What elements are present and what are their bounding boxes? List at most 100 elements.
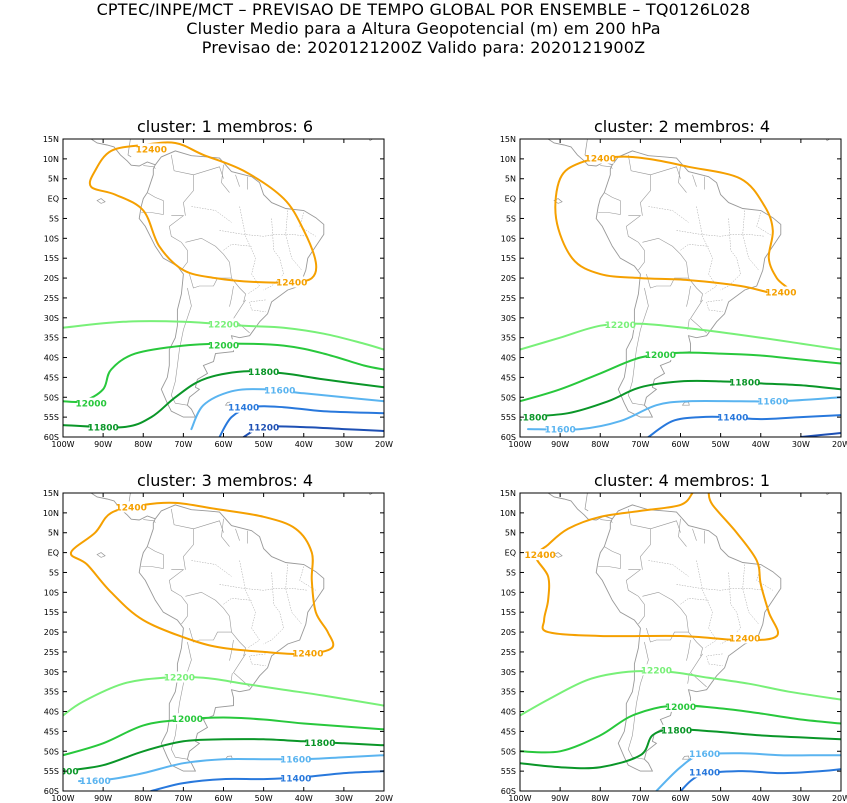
- country-border: [141, 192, 164, 215]
- contour-11800: [520, 728, 841, 770]
- lat-label: 5N: [505, 529, 516, 538]
- lat-label: 5N: [48, 175, 59, 184]
- lat-label: 30S: [44, 668, 59, 677]
- contour-12200: [63, 676, 384, 717]
- lat-label: EQ: [505, 195, 516, 204]
- lon-label: 80W: [134, 794, 152, 803]
- country-border: [171, 508, 194, 570]
- coastline-africa: [841, 493, 847, 534]
- contour-label-bg: [89, 421, 117, 433]
- country-border: [185, 591, 232, 643]
- contour-label-11600: 11600: [757, 398, 788, 408]
- country-border: [141, 546, 164, 569]
- lon-label: 100W: [508, 440, 531, 449]
- contour-label-bg: [691, 747, 719, 759]
- contour-label-12200: 12200: [208, 320, 239, 330]
- lon-label: 50W: [255, 794, 273, 803]
- state-border: [676, 230, 765, 237]
- lat-label: 60S: [501, 787, 516, 796]
- lon-label: 20W: [375, 440, 393, 449]
- header-line-3: Previsao de: 2020121200Z Valido para: 20…: [201, 38, 646, 57]
- contour-label-bg: [63, 765, 77, 777]
- map-header: CPTEC/INPE/MCT – PREVISAO DE TEMPO GLOBA…: [0, 0, 847, 57]
- country-border: [168, 215, 188, 271]
- country-border: [143, 519, 156, 523]
- cluster-map-3: cluster: 3 membros: 4 12400 12400 12200 1200…: [43, 471, 393, 803]
- cluster-title: cluster: 3 membros: 4: [137, 471, 313, 490]
- lat-label: 15N: [43, 135, 59, 144]
- contour-label-12400: 12400: [136, 145, 167, 155]
- lat-label: 5N: [48, 529, 59, 538]
- contour-11800: [63, 738, 384, 773]
- state-border: [263, 218, 284, 291]
- contour-label-bg: [719, 411, 747, 423]
- lon-label: 20W: [832, 794, 847, 803]
- country-border: [628, 154, 651, 216]
- contour-label-11400: 11400: [280, 774, 311, 784]
- state-border: [648, 560, 689, 577]
- lat-label: 15S: [501, 254, 516, 263]
- country-border: [598, 192, 621, 215]
- map-frame: [519, 492, 842, 792]
- contour-label-bg: [278, 276, 306, 288]
- contour-label-bg: [306, 737, 334, 748]
- contour-label-bg: [282, 753, 310, 765]
- lon-label: 70W: [174, 794, 192, 803]
- lon-label: 30W: [335, 794, 353, 803]
- country-border: [235, 174, 240, 187]
- coastline-south-america: [138, 504, 325, 772]
- state-border: [223, 598, 252, 605]
- lon-label: 100W: [51, 794, 74, 803]
- contour-11600: [78, 754, 384, 783]
- contour-label-11400: 11400: [717, 414, 748, 424]
- contour-label-11400: 11400: [689, 768, 720, 778]
- state-border: [680, 244, 709, 251]
- contour-label-12400: 12400: [116, 503, 147, 513]
- contour-label-11600: 11600: [544, 426, 575, 436]
- lat-label: 35S: [44, 334, 59, 343]
- coastline-central-america: [90, 139, 156, 167]
- lat-label: 5S: [49, 214, 59, 223]
- lon-label: 20W: [832, 440, 847, 449]
- contour-label-bg: [266, 384, 294, 396]
- contour-12200: [520, 322, 841, 351]
- lat-label: 5S: [49, 568, 59, 577]
- lat-label: 55S: [44, 767, 59, 776]
- contour-label-11200: 11200: [248, 424, 279, 434]
- coastline-south-america: [138, 150, 325, 418]
- contour-label-bg: [210, 318, 237, 330]
- coastline-caribbean: [584, 139, 589, 158]
- lon-label: 80W: [591, 794, 609, 803]
- island-outline: [369, 493, 374, 496]
- country-border: [627, 641, 649, 760]
- contour-label-12400: 12400: [524, 551, 555, 561]
- lon-label: 30W: [335, 440, 353, 449]
- contour-11800: [520, 379, 841, 419]
- contour-label-bg: [667, 700, 694, 712]
- lat-label: 5S: [506, 568, 516, 577]
- contour-12000: [63, 342, 384, 404]
- lat-label: 60S: [44, 787, 59, 796]
- lon-label: 80W: [134, 440, 152, 449]
- country-border: [690, 653, 707, 688]
- contour-label-12400: 12400: [765, 289, 796, 299]
- contour-label-11800: 11800: [729, 379, 760, 389]
- state-border: [249, 653, 266, 667]
- contour-label-12000: 12000: [172, 715, 203, 725]
- lat-label: 40S: [44, 708, 59, 717]
- island-outline: [681, 401, 690, 406]
- state-border: [223, 244, 252, 251]
- coastline-central-america: [547, 493, 613, 521]
- lat-label: 55S: [44, 413, 59, 422]
- island-outline: [826, 139, 831, 142]
- contour-label-11800: 11800: [248, 368, 279, 378]
- contour-label-11800: 11800: [87, 424, 118, 434]
- state-border: [706, 653, 723, 667]
- lat-label: 35S: [44, 688, 59, 697]
- island-outline: [96, 198, 106, 204]
- basemap: [90, 139, 374, 418]
- cluster-title: cluster: 1 membros: 6: [137, 117, 313, 136]
- island-outline: [369, 139, 374, 142]
- cluster-map-2: cluster: 2 membros: 4 12400 12400 12200 1200…: [500, 117, 847, 449]
- state-border: [249, 299, 266, 313]
